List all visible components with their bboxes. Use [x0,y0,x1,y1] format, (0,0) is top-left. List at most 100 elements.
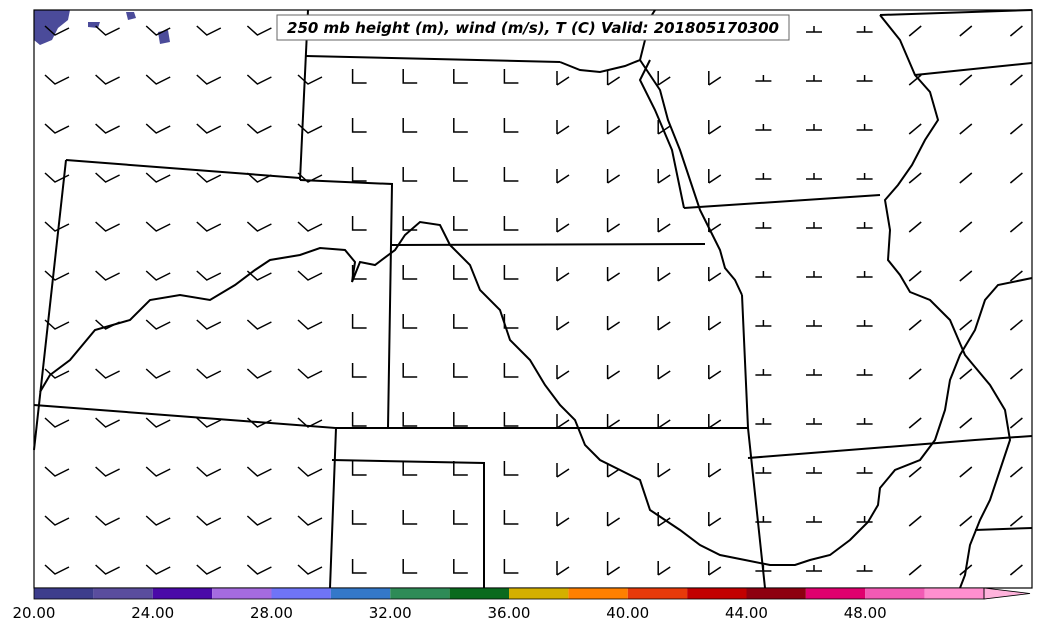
wind-barb [556,218,570,233]
wind-barb [806,222,822,229]
wind-barb [755,467,772,474]
wind-barb [755,75,772,82]
colorbar-tick-label: 20.00 [13,604,56,622]
wind-barb [556,561,570,576]
wind-barb [657,365,671,380]
wind-barb [297,123,323,134]
wind-barb [755,271,772,278]
wind-barb [145,515,171,526]
wind-barb [556,71,570,86]
wind-barb [755,320,772,327]
wind-barb [351,461,367,476]
wind-barb [657,512,671,527]
wind-barb [908,515,922,527]
wind-barb [657,71,671,86]
wind-barb [351,118,367,133]
wind-barb [556,414,570,429]
colorbar-tick-label: 48.00 [844,604,887,622]
wind-barb [453,167,468,182]
wind-barb [503,69,519,84]
wind-barb [246,515,272,526]
wind-barb [806,565,822,572]
wind-barb [806,369,822,376]
wind-barb [806,467,822,474]
wind-barb [755,124,772,131]
colorbar-band [212,588,272,599]
wind-barb [708,463,722,478]
map-title-text: 250 mb height (m), wind (m/s), T (C) Val… [287,19,779,37]
wind-barb [806,418,822,425]
colorbar-band [746,588,806,599]
wind-barb [856,271,873,278]
wind-barb [556,463,570,478]
wind-barb [402,118,418,133]
wind-barb [95,123,120,134]
wind-barb [402,363,418,378]
wind-barb [959,123,973,135]
wind-barb [95,515,120,526]
wind-barb [708,512,722,527]
wind-barb [959,564,973,576]
wind-barb [297,172,323,183]
wind-barb [856,173,873,180]
wind-barb [95,172,120,183]
wind-barb [856,75,873,82]
colorbar-band [271,588,331,599]
wind-barb [856,565,873,572]
wind-barb [196,417,222,428]
wind-barb [606,169,621,184]
wind-barb [351,363,367,378]
wind-barb [657,463,671,478]
colorbar-tick-label: 24.00 [131,604,174,622]
wind-barb [606,512,621,527]
wind-barb [503,216,519,231]
wind-barb [657,218,671,233]
wind-barb-field [44,25,1023,576]
wind-barb [1009,417,1023,429]
wind-barb [606,561,621,576]
wind-barb [297,417,323,428]
wind-barb [402,559,418,574]
wind-barb [196,515,222,526]
wind-barb [606,218,621,233]
colorbar: 20.00 24.00 28.00 32.00 36.00 40.00 44.00 48.00 [13,587,1031,622]
wind-barb [503,510,519,525]
wind-barb [806,271,822,278]
wind-barb [246,417,272,428]
wind-barb [708,120,722,135]
wind-barb [856,222,873,229]
wind-barb [196,123,222,134]
wind-barb [1009,270,1023,282]
wind-barb [755,418,772,425]
wind-barb [297,221,323,232]
wind-barb [657,414,671,429]
wind-barb [908,25,922,37]
colorbar-tick-label: 36.00 [488,604,531,622]
wind-barb [1009,515,1023,527]
wind-barb [806,75,822,82]
wind-barb [856,124,873,131]
wind-barb [908,270,922,282]
wind-barb [657,120,671,135]
wind-barb [556,365,570,380]
wind-barb [246,319,272,330]
wind-barb [44,564,70,575]
wind-barb [606,267,621,282]
wind-barb [297,564,323,575]
wind-barb [755,565,772,572]
wind-barb [196,25,222,36]
wind-barb [1009,466,1023,478]
wind-barb [145,368,171,379]
wind-barb [755,173,772,180]
map-title: 250 mb height (m), wind (m/s), T (C) Val… [276,14,790,41]
wind-barb [44,123,70,134]
wind-barb [246,74,272,85]
colorbar-band [449,588,509,599]
wind-barb [453,461,468,476]
wind-barb [806,320,822,327]
wind-barb [246,123,272,134]
wind-barb [1009,123,1023,135]
wind-barb [44,515,70,526]
wind-barb [708,316,722,331]
